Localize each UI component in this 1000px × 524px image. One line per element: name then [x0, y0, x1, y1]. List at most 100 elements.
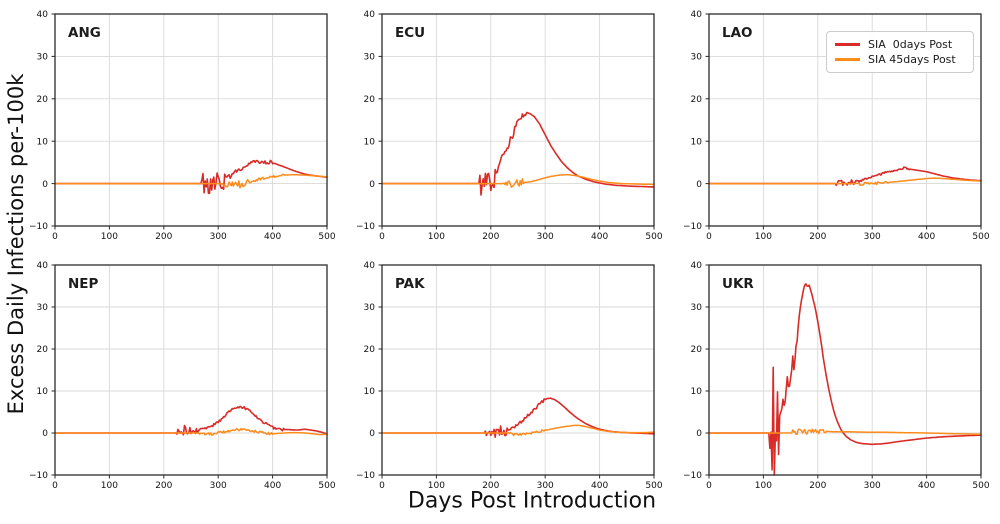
- svg-text:−10: −10: [356, 471, 375, 481]
- svg-text:400: 400: [918, 481, 935, 491]
- svg-text:500: 500: [318, 481, 335, 491]
- svg-text:10: 10: [364, 387, 376, 397]
- plot-border: [54, 13, 328, 227]
- svg-text:0: 0: [696, 180, 702, 190]
- panel-title-ECU: ECU: [395, 25, 425, 41]
- series-sia-45days-LAO: [708, 177, 982, 186]
- svg-text:20: 20: [691, 95, 703, 105]
- svg-text:100: 100: [428, 232, 445, 242]
- svg-text:0: 0: [52, 232, 58, 242]
- svg-text:500: 500: [318, 232, 335, 242]
- svg-text:0: 0: [379, 232, 385, 242]
- svg-text:20: 20: [364, 95, 376, 105]
- svg-text:40: 40: [364, 261, 376, 271]
- svg-text:−10: −10: [29, 471, 48, 481]
- series-sia-45days-NEP: [54, 427, 328, 436]
- svg-text:40: 40: [691, 261, 703, 271]
- svg-text:400: 400: [591, 481, 608, 491]
- svg-text:30: 30: [364, 303, 376, 313]
- svg-text:20: 20: [364, 345, 376, 355]
- tick-labels: 0 100 200 300 400 500 −10 0 10 20 30 40: [356, 261, 663, 491]
- svg-text:400: 400: [264, 481, 281, 491]
- svg-text:300: 300: [537, 481, 554, 491]
- series-sia-45days-ECU: [381, 173, 655, 188]
- tick-marks: [378, 264, 655, 479]
- legend-entry-sia-0days: SIA 0days Post: [835, 37, 965, 52]
- svg-text:500: 500: [645, 232, 662, 242]
- svg-text:40: 40: [364, 10, 376, 20]
- svg-text:20: 20: [37, 95, 49, 105]
- svg-text:20: 20: [691, 345, 703, 355]
- svg-text:10: 10: [691, 387, 703, 397]
- svg-text:300: 300: [210, 481, 227, 491]
- svg-text:0: 0: [52, 481, 58, 491]
- svg-text:30: 30: [37, 53, 49, 63]
- gridlines: [381, 264, 655, 476]
- svg-text:0: 0: [379, 481, 385, 491]
- svg-text:10: 10: [364, 137, 376, 147]
- svg-text:0: 0: [369, 429, 375, 439]
- panel-LAO: 0 100 200 300 400 500 −10 0 10 20 30 40 LAO: [683, 10, 990, 242]
- panel-ECU: 0 100 200 300 400 500 −10 0 10 20 30 40 ECU: [356, 10, 663, 242]
- svg-text:100: 100: [428, 481, 445, 491]
- panel-title-NEP: NEP: [68, 276, 99, 292]
- svg-text:200: 200: [809, 481, 826, 491]
- legend-entry-sia-45days: SIA 45days Post: [835, 52, 965, 67]
- svg-text:500: 500: [972, 232, 989, 242]
- svg-text:300: 300: [210, 232, 227, 242]
- svg-text:30: 30: [364, 53, 376, 63]
- tick-marks: [51, 13, 328, 230]
- svg-text:100: 100: [101, 232, 118, 242]
- svg-text:40: 40: [37, 261, 49, 271]
- legend-line-red-icon: [835, 43, 860, 46]
- series-sia-0days-ANG: [54, 159, 328, 195]
- svg-text:−10: −10: [356, 222, 375, 232]
- svg-text:200: 200: [809, 232, 826, 242]
- panel-ANG: 0 100 200 300 400 500 −10 0 10 20 30 40 ANG: [29, 10, 336, 242]
- svg-text:200: 200: [482, 481, 499, 491]
- svg-text:40: 40: [691, 10, 703, 20]
- svg-text:10: 10: [37, 137, 49, 147]
- legend-line-orange-icon: [835, 58, 860, 61]
- svg-text:100: 100: [101, 481, 118, 491]
- svg-text:200: 200: [482, 232, 499, 242]
- y-axis-label: Excess Daily Infections per-100k: [4, 73, 28, 415]
- svg-text:400: 400: [918, 232, 935, 242]
- tick-labels: 0 100 200 300 400 500 −10 0 10 20 30 40: [356, 10, 663, 242]
- legend-label: SIA 45days Post: [868, 53, 956, 66]
- panel-title-UKR: UKR: [722, 276, 754, 292]
- x-axis-label: Days Post Introduction: [407, 488, 657, 514]
- svg-text:300: 300: [864, 481, 881, 491]
- svg-text:0: 0: [369, 180, 375, 190]
- tick-marks: [378, 13, 655, 230]
- svg-text:300: 300: [864, 232, 881, 242]
- series-sia-45days-PAK: [381, 424, 655, 437]
- panel-title-ANG: ANG: [68, 25, 101, 41]
- svg-text:40: 40: [37, 10, 49, 20]
- tick-marks: [705, 13, 982, 230]
- tick-labels: 0 100 200 300 400 500 −10 0 10 20 30 40: [683, 10, 990, 242]
- svg-text:0: 0: [42, 429, 48, 439]
- svg-text:−10: −10: [683, 222, 702, 232]
- panel-PAK: 0 100 200 300 400 500 −10 0 10 20 30 40 PAK: [356, 261, 663, 491]
- legend-label: SIA 0days Post: [868, 38, 953, 51]
- svg-text:100: 100: [755, 232, 772, 242]
- svg-text:30: 30: [691, 303, 703, 313]
- svg-text:200: 200: [155, 481, 172, 491]
- plot-border: [381, 264, 655, 476]
- panel-title-PAK: PAK: [395, 276, 425, 292]
- plot-border: [54, 264, 328, 476]
- series-sia-0days-NEP: [54, 405, 328, 436]
- svg-text:−10: −10: [683, 471, 702, 481]
- svg-text:400: 400: [264, 232, 281, 242]
- svg-text:300: 300: [537, 232, 554, 242]
- series-sia-0days-UKR: [708, 283, 982, 476]
- panel-UKR: 0 100 200 300 400 500 −10 0 10 20 30 40 UKR: [683, 261, 990, 491]
- svg-text:30: 30: [691, 53, 703, 63]
- gridlines: [708, 264, 982, 476]
- gridlines: [54, 13, 328, 227]
- tick-marks: [705, 264, 982, 479]
- tick-labels: 0 100 200 300 400 500 −10 0 10 20 30 40: [683, 261, 990, 491]
- svg-text:500: 500: [972, 481, 989, 491]
